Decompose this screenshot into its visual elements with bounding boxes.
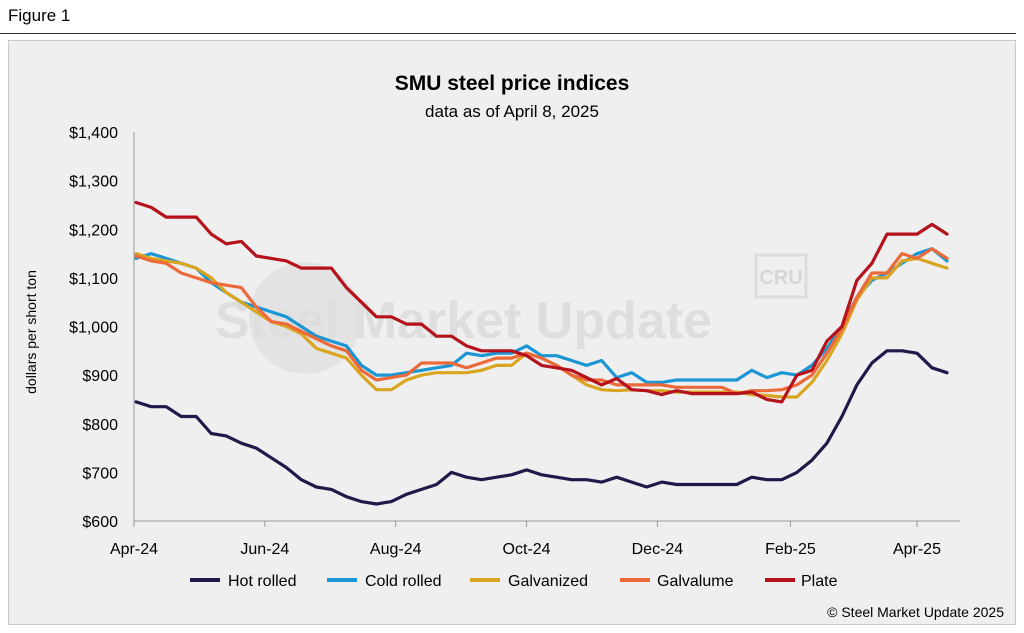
figure-divider xyxy=(0,33,1016,34)
x-tick-label: Aug-24 xyxy=(370,541,422,558)
series-line-hot-rolled xyxy=(134,349,949,506)
series-line-plate xyxy=(134,200,949,404)
y-tick-label: $900 xyxy=(82,368,118,385)
y-tick-label: $1,200 xyxy=(69,222,118,239)
y-axis-ticks: $600 $700 $800 $900 $1,000 $1,100 $1,200 $1,300… xyxy=(69,125,118,531)
series-lines xyxy=(134,200,949,506)
legend: Hot rolled Cold rolled Galvanized Galvalume… xyxy=(190,573,838,590)
copyright-text: © Steel Market Update 2025 xyxy=(827,604,1004,620)
y-tick-label: $1,400 xyxy=(69,125,118,142)
y-tick-label: $1,000 xyxy=(69,320,118,337)
series-line-galvalume xyxy=(134,247,949,396)
x-tick-label: Apr-25 xyxy=(893,541,941,558)
chart-panel xyxy=(8,40,1016,625)
y-tick-label: $600 xyxy=(82,514,118,531)
legend-label-plate: Plate xyxy=(801,573,838,590)
watermark-badge-text: CRU xyxy=(759,267,802,289)
x-tick-label: Jun-24 xyxy=(240,541,289,558)
legend-label-galvanized: Galvanized xyxy=(508,573,588,590)
chart-title: SMU steel price indices xyxy=(395,72,630,95)
chart-subtitle: data as of April 8, 2025 xyxy=(425,102,599,121)
watermark: Steel Market Update CRU xyxy=(215,253,808,374)
legend-label-galvalume: Galvalume xyxy=(657,573,734,590)
x-axis: Apr-24 Jun-24 Aug-24 Oct-24 Dec-24 Feb-25 Apr-… xyxy=(110,132,960,558)
legend-label-cold-rolled: Cold rolled xyxy=(365,573,441,590)
watermark-brand-text: Steel Market Update xyxy=(215,292,712,350)
y-axis-label: dollars per short ton xyxy=(23,270,39,394)
figure-label: Figure 1 xyxy=(8,6,71,25)
x-tick-label: Dec-24 xyxy=(632,541,684,558)
legend-label-hot-rolled: Hot rolled xyxy=(228,573,296,590)
x-tick-label: Apr-24 xyxy=(110,541,158,558)
x-tick-label: Feb-25 xyxy=(765,541,816,558)
series-line-cold-rolled xyxy=(134,247,949,384)
y-tick-label: $800 xyxy=(82,417,118,434)
y-tick-label: $1,100 xyxy=(69,271,118,288)
watermark-badge-icon xyxy=(754,253,808,299)
x-tick-label: Oct-24 xyxy=(503,541,551,558)
y-tick-label: $700 xyxy=(82,465,118,482)
y-tick-label: $1,300 xyxy=(69,174,118,191)
